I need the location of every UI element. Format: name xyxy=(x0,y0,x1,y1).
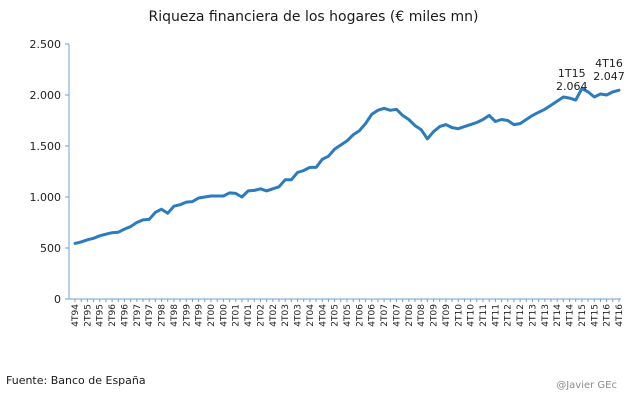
series-line xyxy=(73,87,621,245)
x-tick-label: 2T15 xyxy=(578,304,588,327)
x-tick-label: 4T03 xyxy=(294,304,304,327)
x-tick-label: 2T04 xyxy=(306,304,316,327)
y-tick-label: 2.000 xyxy=(30,89,62,102)
x-tick-label: 4T12 xyxy=(516,304,526,327)
y-tick-label: 2.500 xyxy=(30,38,62,51)
x-tick-label: 2T02 xyxy=(256,304,266,327)
x-tick-label: 2T16 xyxy=(603,304,613,327)
y-tick-label: 1.500 xyxy=(30,140,62,153)
y-tick-label: 500 xyxy=(40,242,61,255)
x-tick-label: 2T00 xyxy=(207,304,217,327)
x-tick-label: 4T95 xyxy=(96,304,106,327)
x-tick-label: 4T07 xyxy=(392,304,402,327)
x-tick-label: 2T05 xyxy=(331,304,341,327)
x-tick-label: 4T94 xyxy=(71,304,81,327)
x-tick-label: 2T12 xyxy=(504,304,514,327)
annotation-value: 2.047 xyxy=(593,70,625,83)
x-tick-label: 2T14 xyxy=(553,304,563,327)
y-tick-label: 1.000 xyxy=(30,191,62,204)
x-tick-label: 2T11 xyxy=(479,304,489,327)
x-tick-label: 4T02 xyxy=(269,304,279,327)
x-tick-label: 2T13 xyxy=(528,304,538,327)
x-tick-label: 2T98 xyxy=(158,304,168,327)
annotation-value: 2.064 xyxy=(556,80,588,93)
x-tick-label: 2T06 xyxy=(355,304,365,327)
x-tick-label: 4T01 xyxy=(244,304,254,327)
author-credit: @Javier GEc xyxy=(556,380,617,391)
x-tick-label: 2T10 xyxy=(454,304,464,327)
x-tick-label: 4T16 xyxy=(615,304,625,327)
chart-title: Riqueza financiera de los hogares (€ mil… xyxy=(148,9,479,25)
x-tick-label: 4T05 xyxy=(343,304,353,327)
x-tick-label: 2T09 xyxy=(430,304,440,327)
x-tick-label: 4T98 xyxy=(170,304,180,327)
x-tick-label: 2T01 xyxy=(232,304,242,327)
x-tick-label: 4T10 xyxy=(467,304,477,327)
x-tick-label: 4T97 xyxy=(145,304,155,327)
x-tick-label: 2T99 xyxy=(182,304,192,327)
annotation-label: 1T15 xyxy=(558,67,586,80)
x-tick-label: 4T06 xyxy=(368,304,378,327)
x-tick-label: 2T96 xyxy=(108,304,118,327)
x-tick-label: 4T09 xyxy=(442,304,452,327)
x-tick-label: 4T08 xyxy=(417,304,427,327)
x-tick-label: 4T11 xyxy=(491,304,501,327)
x-tick-label: 4T04 xyxy=(318,304,328,327)
x-tick-label: 4T99 xyxy=(195,304,205,327)
x-tick-label: 4T96 xyxy=(120,304,130,327)
x-tick-label: 4T13 xyxy=(541,304,551,327)
x-tick-label: 4T14 xyxy=(566,304,576,327)
source-note: Fuente: Banco de España xyxy=(6,374,146,387)
x-tick-label: 2T08 xyxy=(405,304,415,327)
annotation-label: 4T16 xyxy=(595,57,623,70)
x-tick-label: 4T00 xyxy=(219,304,229,327)
x-tick-label: 2T97 xyxy=(133,304,143,327)
x-tick-label: 2T95 xyxy=(83,304,93,327)
x-tick-label: 2T07 xyxy=(380,304,390,327)
x-tick-label: 4T15 xyxy=(590,304,600,327)
x-tick-label: 2T03 xyxy=(281,304,291,327)
y-tick-label: 0 xyxy=(54,293,61,306)
